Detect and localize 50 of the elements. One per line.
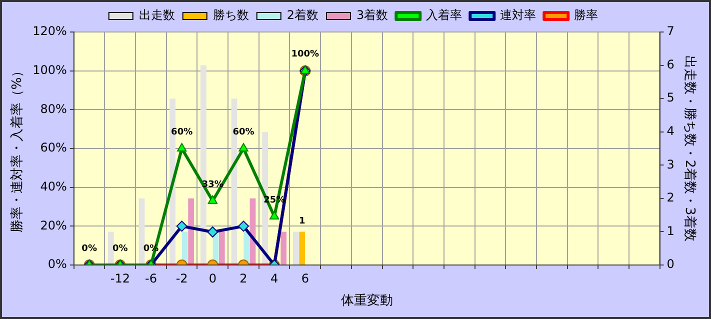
legend-label: 勝率 [574,8,598,22]
bar [218,232,225,264]
x-tick-label: 4 [270,271,278,286]
point [300,65,310,74]
data-label: 0% [112,244,128,254]
bar [292,232,299,264]
point [208,195,218,204]
x-tick-label: -12 [110,271,130,286]
y-tick-label: 80% [40,102,67,116]
point [177,143,187,152]
data-label: 1 [298,216,306,227]
bar [188,198,194,264]
legend-label: 出走数 [138,8,175,22]
data-label: 60% [171,127,193,138]
y-tick-label: 100% [32,62,67,77]
bar [138,198,145,264]
legend-label: 入着率 [426,8,462,22]
bar [299,232,306,264]
y-tick-label: 40% [40,179,67,194]
y2-tick-label: 6 [666,57,674,72]
bar [108,232,114,264]
y2-tick-label: 2 [666,190,674,205]
legend-label: 連対率 [500,8,536,22]
y2-tick-label: 4 [666,124,674,138]
point [238,143,248,152]
bar [280,232,287,264]
x-tick-label: 2 [240,271,248,286]
y-tick-label: 120% [32,24,67,38]
x-axis-title: 体重変動 [340,292,393,309]
legend-label: 勝ち数 [212,8,249,22]
y-tick-label: 20% [40,218,67,232]
y-axis-title: 勝率・連対率・入着率（%） [9,64,26,233]
x-tick-label: -6 [145,271,157,286]
data-label: 0% [82,244,97,254]
y2-tick-label: 5 [666,90,674,105]
data-label: 100% [291,50,320,60]
y2-tick-label: 1 [666,224,674,238]
data-label: 60% [232,127,254,138]
y2-tick-label: 7 [666,24,674,38]
legend-label: 3着数 [356,8,388,22]
y2-tick-label: 0 [666,257,674,272]
y2-tick-label: 3 [666,157,674,172]
y2-axis-title: 出走数・勝ち数・2着数・3着数 [682,56,698,242]
legend-label: 2着数 [286,8,319,22]
x-tick-label: 6 [301,271,309,286]
x-tick-label: -2 [176,271,188,286]
x-tick-label: 0 [208,271,216,286]
y-tick-label: 60% [40,140,67,155]
y-tick-label: 0% [48,257,67,272]
point [270,210,280,220]
